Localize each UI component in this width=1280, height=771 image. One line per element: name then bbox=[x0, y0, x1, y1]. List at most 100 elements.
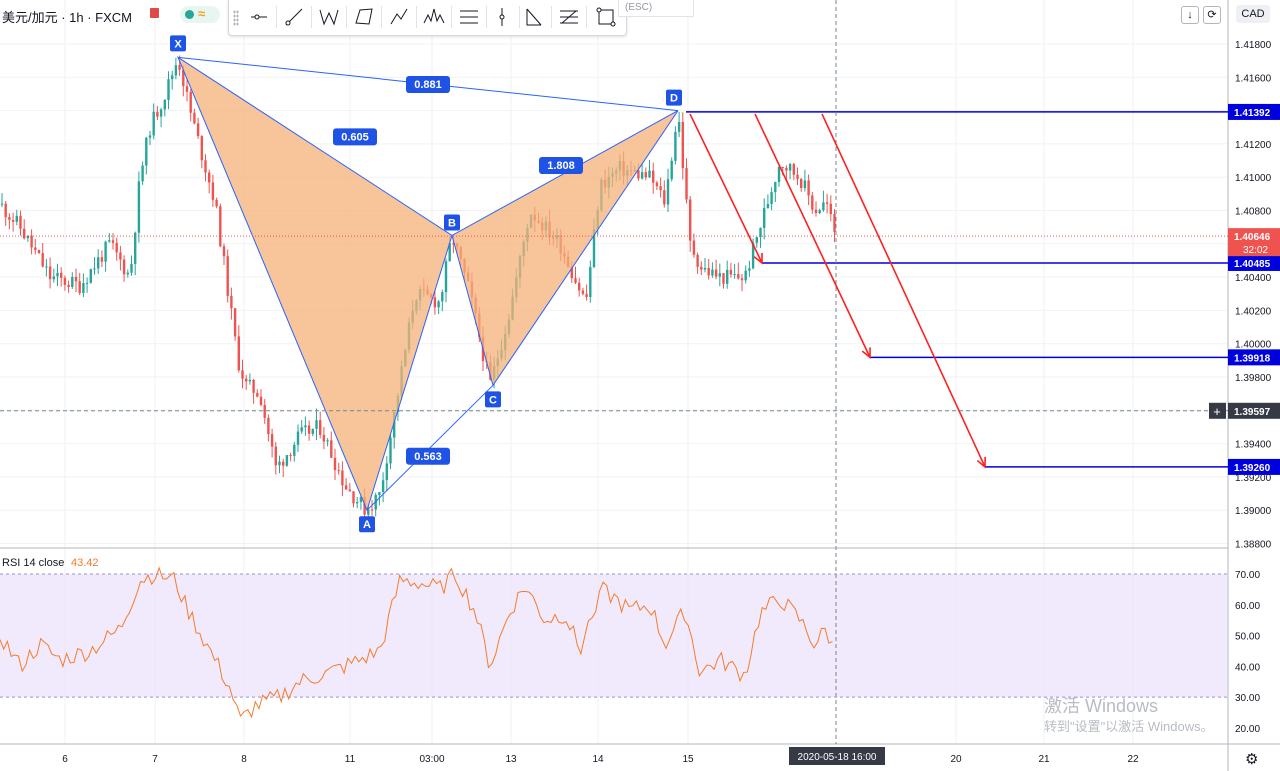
candle-body[interactable] bbox=[744, 270, 747, 281]
candle-body[interactable] bbox=[222, 246, 226, 257]
ratio-badge[interactable] bbox=[406, 447, 450, 465]
tool-cypher-pattern-icon[interactable] bbox=[349, 3, 379, 31]
candle-body[interactable] bbox=[711, 269, 714, 276]
candle-body[interactable] bbox=[245, 378, 248, 382]
tool-rectangle-icon[interactable] bbox=[591, 3, 621, 31]
ratio-badge[interactable] bbox=[406, 75, 450, 93]
candle-body[interactable] bbox=[448, 243, 451, 262]
candle-body[interactable] bbox=[237, 336, 240, 371]
candle-body[interactable] bbox=[311, 428, 314, 434]
candle-body[interactable] bbox=[82, 283, 85, 294]
candle-body[interactable] bbox=[41, 253, 44, 267]
pattern-triangle-xab[interactable] bbox=[176, 56, 453, 512]
candle-body[interactable] bbox=[644, 172, 647, 178]
candle-body[interactable] bbox=[759, 227, 762, 238]
candle-body[interactable] bbox=[108, 240, 111, 242]
settings-gear-icon[interactable]: ⚙ bbox=[1245, 751, 1259, 768]
candle-body[interactable] bbox=[714, 269, 718, 277]
candle-body[interactable] bbox=[437, 301, 440, 308]
tool-fib-wedge-icon[interactable] bbox=[519, 3, 549, 31]
candle-body[interactable] bbox=[189, 91, 192, 113]
candle-body[interactable] bbox=[441, 292, 444, 302]
candle-body[interactable] bbox=[60, 272, 63, 278]
candle-body[interactable] bbox=[781, 167, 784, 169]
candle-body[interactable] bbox=[652, 170, 655, 183]
candle-body[interactable] bbox=[163, 99, 166, 110]
candle-body[interactable] bbox=[0, 203, 4, 205]
candle-body[interactable] bbox=[367, 509, 370, 515]
pattern-point-c[interactable] bbox=[485, 391, 501, 408]
candle-body[interactable] bbox=[289, 455, 292, 457]
candle-body[interactable] bbox=[733, 274, 736, 276]
candle-body[interactable] bbox=[748, 268, 751, 271]
candle-body[interactable] bbox=[119, 252, 122, 260]
candle-body[interactable] bbox=[78, 281, 81, 294]
candle-body[interactable] bbox=[15, 215, 18, 222]
candle-body[interactable] bbox=[825, 202, 829, 204]
candle-body[interactable] bbox=[389, 437, 392, 464]
pattern-point-b[interactable] bbox=[444, 214, 460, 231]
candle-body[interactable] bbox=[803, 180, 807, 189]
candle-body[interactable] bbox=[93, 268, 96, 270]
candle-body[interactable] bbox=[344, 485, 348, 490]
candle-body[interactable] bbox=[89, 269, 92, 283]
market-status-badge[interactable]: ≈ bbox=[180, 6, 220, 23]
candle-body[interactable] bbox=[640, 172, 644, 179]
candle-body[interactable] bbox=[52, 276, 55, 280]
candle-body[interactable] bbox=[370, 509, 374, 511]
candle-body[interactable] bbox=[700, 266, 703, 270]
candle-body[interactable] bbox=[774, 182, 777, 193]
add-alert-button[interactable] bbox=[1209, 402, 1226, 419]
candle-body[interactable] bbox=[270, 434, 274, 447]
candle-body[interactable] bbox=[385, 463, 388, 481]
candle-body[interactable] bbox=[282, 461, 285, 466]
candle-body[interactable] bbox=[171, 75, 174, 80]
candle-body[interactable] bbox=[666, 179, 670, 205]
candle-body[interactable] bbox=[67, 284, 70, 287]
candle-body[interactable] bbox=[726, 269, 729, 284]
candle-body[interactable] bbox=[137, 181, 141, 233]
candle-body[interactable] bbox=[770, 192, 773, 204]
candle-body[interactable] bbox=[681, 121, 684, 169]
candle-body[interactable] bbox=[341, 470, 344, 486]
candle-body[interactable] bbox=[74, 276, 78, 282]
ratio-badge[interactable] bbox=[333, 128, 377, 146]
candle-body[interactable] bbox=[811, 195, 814, 210]
candle-body[interactable] bbox=[45, 266, 48, 268]
candle-body[interactable] bbox=[211, 182, 215, 200]
candle-body[interactable] bbox=[692, 240, 696, 255]
candle-body[interactable] bbox=[200, 136, 203, 161]
pattern-point-d[interactable] bbox=[666, 89, 682, 106]
candle-body[interactable] bbox=[293, 444, 296, 456]
candle-body[interactable] bbox=[729, 269, 733, 275]
pattern-point-a[interactable] bbox=[359, 516, 375, 533]
candle-body[interactable] bbox=[755, 237, 758, 243]
candle-body[interactable] bbox=[574, 278, 577, 283]
candle-body[interactable] bbox=[352, 491, 355, 504]
candle-body[interactable] bbox=[196, 123, 200, 137]
tool-trend-line-icon[interactable] bbox=[244, 3, 274, 31]
candle-body[interactable] bbox=[56, 272, 59, 277]
candle-body[interactable] bbox=[818, 210, 821, 213]
candle-body[interactable] bbox=[722, 273, 725, 284]
candle-body[interactable] bbox=[241, 370, 244, 379]
candle-body[interactable] bbox=[304, 425, 307, 428]
tool-head-and-shoulders-icon[interactable] bbox=[419, 3, 449, 31]
ratio-badge[interactable] bbox=[539, 157, 583, 175]
candle-body[interactable] bbox=[219, 206, 222, 247]
candle-body[interactable] bbox=[703, 267, 707, 270]
candle-body[interactable] bbox=[215, 199, 218, 207]
candle-body[interactable] bbox=[71, 276, 74, 287]
candle-body[interactable] bbox=[145, 137, 148, 166]
candle-body[interactable] bbox=[807, 180, 810, 196]
tool-vertical-line-icon[interactable] bbox=[487, 3, 517, 31]
candle-body[interactable] bbox=[326, 440, 329, 442]
candle-body[interactable] bbox=[152, 111, 155, 136]
candle-body[interactable] bbox=[256, 392, 259, 397]
candle-body[interactable] bbox=[85, 282, 89, 284]
candle-body[interactable] bbox=[285, 455, 289, 466]
candle-body[interactable] bbox=[248, 379, 252, 382]
candle-body[interactable] bbox=[452, 243, 455, 245]
currency-button[interactable]: CAD bbox=[1236, 5, 1270, 23]
candle-body[interactable] bbox=[63, 277, 67, 285]
